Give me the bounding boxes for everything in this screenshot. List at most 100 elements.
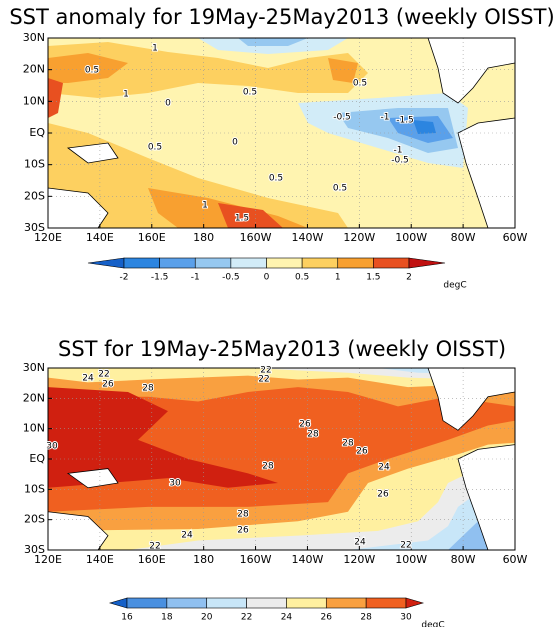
contour-label: 0 [232, 138, 238, 148]
lon-label: 140W [292, 553, 324, 566]
lon-label: 100W [395, 553, 427, 566]
colorbar-label: -1.5 [151, 273, 169, 283]
contour-label: 26 [102, 380, 114, 390]
contour-label: 1.5 [235, 214, 249, 224]
lon-label: 120E [34, 231, 62, 244]
lat-label: 20S [24, 513, 45, 526]
contour-label: 22 [98, 370, 109, 380]
contour-label: 0.5 [269, 174, 283, 184]
contour-label: 28 [342, 439, 354, 449]
lon-label: 60W [503, 231, 528, 244]
field [413, 120, 436, 134]
lat-label: 10S [24, 158, 45, 171]
colorbar-label: 20 [201, 613, 213, 623]
contour-label: 22 [258, 375, 269, 385]
contour-label: -1 [394, 146, 403, 156]
colorbar-segment [266, 257, 303, 269]
lat-label: 20N [23, 63, 45, 76]
field [48, 53, 128, 83]
colorbar-label: 26 [321, 613, 333, 623]
colorbar-label: 0 [264, 273, 270, 283]
land [427, 368, 515, 431]
contour-label: 22 [260, 366, 271, 376]
lat-label: 10N [23, 422, 45, 435]
land [66, 142, 119, 164]
colorbar-segment [123, 257, 160, 269]
land [457, 117, 515, 228]
lon-label: 140W [292, 231, 324, 244]
colorbar-segment [159, 257, 196, 269]
lon-label: 80W [451, 231, 476, 244]
land [66, 468, 119, 489]
lon-label: 180 [193, 231, 214, 244]
lon-label: 160E [138, 231, 166, 244]
lon-label: 120W [343, 231, 375, 244]
contour-label: 24 [82, 374, 94, 384]
colorbar-label: -0.5 [222, 273, 240, 283]
colorbar-label: 16 [121, 613, 133, 623]
colorbar-label: 24 [281, 613, 293, 623]
colorbar-segment [365, 597, 407, 609]
land [48, 187, 109, 228]
lon-label: 160E [138, 553, 166, 566]
contour-label: 1 [123, 90, 129, 100]
contour-label: 28 [307, 430, 319, 440]
field [328, 58, 358, 83]
contour-label: 28 [237, 510, 249, 520]
contour-label: 26 [377, 490, 389, 500]
contour-label: 24 [378, 463, 390, 473]
lat-label: 20N [23, 391, 45, 404]
lon-label: 80W [451, 553, 476, 566]
sst-map [48, 368, 515, 551]
map-title: SST for 19May-25May2013 (weekly OISST) [58, 337, 506, 361]
lat-label: 20S [24, 189, 45, 202]
lat-label: 30N [23, 31, 45, 44]
field [238, 38, 308, 46]
contour-label: 22 [400, 541, 411, 551]
colorbar-segment [405, 597, 425, 609]
colorbar-segment [325, 597, 367, 609]
contour-label: -0.5 [391, 156, 409, 166]
lon-label: 100W [395, 231, 427, 244]
colorbar-label: 30 [400, 613, 412, 623]
colorbar-segment [286, 597, 327, 609]
lat-label: EQ [29, 452, 45, 465]
colorbar-label: -2 [120, 273, 129, 283]
field [48, 442, 515, 551]
land [457, 444, 515, 551]
colorbar-label: -1 [191, 273, 200, 283]
contour-label: 0.5 [85, 66, 99, 76]
field [48, 78, 63, 118]
contour-label: -1.5 [396, 116, 414, 126]
colorbar-segment [166, 597, 208, 609]
colorbar-unit: degC [443, 281, 466, 291]
colorbar-segment [230, 257, 267, 269]
contour-label: 28 [262, 462, 274, 472]
colorbar-label: 28 [360, 613, 372, 623]
contour-label: 24 [181, 531, 193, 541]
contour-label: 1 [152, 44, 158, 54]
lon-label: 180 [193, 553, 214, 566]
field [128, 471, 515, 551]
anomaly-map [48, 38, 515, 228]
land [48, 511, 109, 551]
colorbar-label: 1.5 [366, 273, 380, 283]
colorbar-segment [408, 257, 446, 269]
contour-label: 0.5 [243, 88, 257, 98]
colorbar-label: 22 [241, 613, 252, 623]
colorbar-label: 1 [335, 273, 341, 283]
lat-label: EQ [29, 126, 45, 139]
lat-label: 10S [24, 482, 45, 495]
lon-label: 120W [343, 553, 375, 566]
colorbar-label: 0.5 [295, 273, 309, 283]
field [48, 387, 278, 488]
map-frame [47, 37, 516, 229]
lon-label: 120E [34, 553, 62, 566]
lon-label: 160W [240, 553, 272, 566]
colorbar-segment [246, 597, 287, 609]
lat-label: 30S [24, 543, 45, 556]
contour-label: 26 [356, 447, 368, 457]
